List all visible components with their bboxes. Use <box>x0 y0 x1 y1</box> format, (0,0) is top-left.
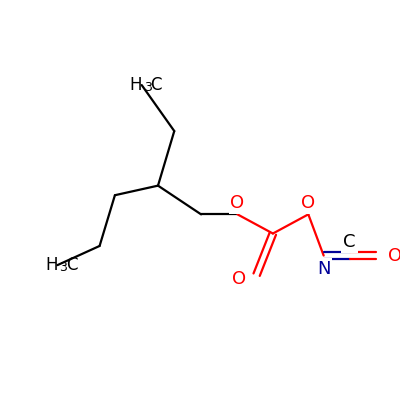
Text: 3: 3 <box>144 82 152 94</box>
Text: C: C <box>66 256 78 274</box>
Text: N: N <box>317 260 330 278</box>
Text: 3: 3 <box>59 262 67 274</box>
Text: C: C <box>343 233 356 251</box>
Text: O: O <box>301 194 315 212</box>
Text: O: O <box>388 246 400 264</box>
Text: O: O <box>230 194 244 212</box>
Text: O: O <box>232 270 246 288</box>
Text: H: H <box>129 76 142 94</box>
Text: H: H <box>45 256 58 274</box>
Text: C: C <box>150 76 162 94</box>
